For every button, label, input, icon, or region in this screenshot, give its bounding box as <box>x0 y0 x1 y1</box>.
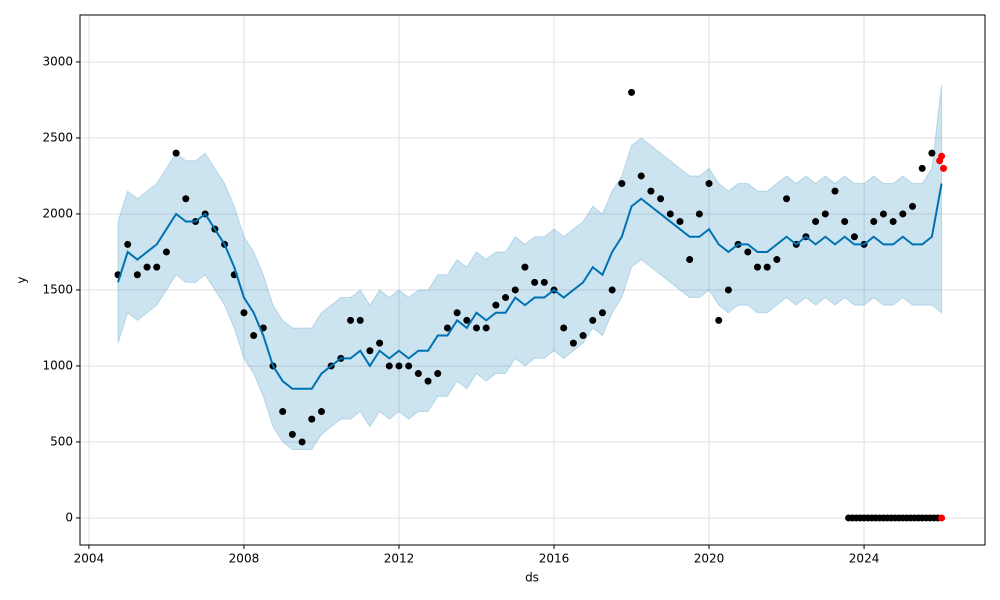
data-point <box>395 362 403 370</box>
x-tick-label: 2004 <box>74 552 105 566</box>
data-point <box>482 324 490 332</box>
data-point <box>889 218 897 226</box>
x-tick-label: 2008 <box>229 552 260 566</box>
data-point <box>870 218 878 226</box>
data-point <box>598 309 606 317</box>
data-point <box>405 362 413 370</box>
data-point <box>172 149 180 157</box>
data-point <box>453 309 461 317</box>
y-tick-label: 3000 <box>42 54 73 68</box>
data-point <box>511 286 519 294</box>
data-point <box>308 415 316 423</box>
data-point <box>472 324 480 332</box>
data-point <box>385 362 393 370</box>
x-axis-label: ds <box>525 571 539 585</box>
data-point <box>143 263 151 271</box>
data-point <box>938 152 946 160</box>
data-point <box>783 195 791 203</box>
data-point <box>317 408 325 416</box>
data-point <box>250 332 258 340</box>
data-point <box>288 430 296 438</box>
data-point <box>424 377 432 385</box>
y-tick-label: 0 <box>65 510 73 524</box>
y-tick-label: 1500 <box>42 282 73 296</box>
data-point <box>763 263 771 271</box>
data-point <box>279 408 287 416</box>
data-point <box>705 180 713 188</box>
data-point <box>831 187 839 195</box>
y-tick-label: 2000 <box>42 206 73 220</box>
data-point <box>540 278 548 286</box>
plot-area <box>80 15 985 545</box>
data-point <box>502 294 510 302</box>
data-point <box>579 332 587 340</box>
x-tick-label: 2016 <box>539 552 570 566</box>
data-point <box>124 240 132 248</box>
data-point <box>715 316 723 324</box>
data-point <box>628 88 636 96</box>
data-point <box>443 324 451 332</box>
data-point <box>366 347 374 355</box>
y-tick-label: 2500 <box>42 130 73 144</box>
data-point <box>724 286 732 294</box>
data-point <box>434 370 442 378</box>
data-point <box>356 316 364 324</box>
data-point <box>909 202 917 210</box>
data-point <box>182 195 190 203</box>
data-point <box>657 195 665 203</box>
data-point <box>812 218 820 226</box>
data-point <box>676 218 684 226</box>
data-point <box>686 256 694 264</box>
data-point <box>589 316 597 324</box>
data-point <box>899 210 907 218</box>
data-point <box>414 370 422 378</box>
data-point <box>879 210 887 218</box>
x-tick-label: 2020 <box>694 552 725 566</box>
data-point <box>647 187 655 195</box>
data-point <box>666 210 674 218</box>
data-point <box>940 164 948 172</box>
data-point <box>744 248 752 256</box>
data-point <box>938 514 946 522</box>
data-point <box>753 263 761 271</box>
data-point <box>850 233 858 241</box>
y-axis-label: y <box>15 276 29 283</box>
data-point <box>560 324 568 332</box>
y-tick-label: 500 <box>50 434 73 448</box>
data-point <box>618 180 626 188</box>
x-tick-label: 2012 <box>384 552 415 566</box>
uncertainty-band <box>117 84 943 451</box>
forecast-line <box>117 183 943 390</box>
data-point <box>240 309 248 317</box>
data-point <box>347 316 355 324</box>
data-point <box>531 278 539 286</box>
data-point <box>162 248 170 256</box>
data-point <box>492 301 500 309</box>
axes-frame <box>79 14 986 546</box>
data-point <box>773 256 781 264</box>
data-point <box>298 438 306 446</box>
data-point <box>521 263 529 271</box>
x-tick-label: 2024 <box>849 552 880 566</box>
y-tick-label: 1000 <box>42 358 73 372</box>
data-point <box>695 210 703 218</box>
data-point <box>153 263 161 271</box>
data-point <box>608 286 616 294</box>
data-point <box>841 218 849 226</box>
data-point <box>928 149 936 157</box>
data-point <box>463 316 471 324</box>
data-point <box>376 339 384 347</box>
data-point <box>918 164 926 172</box>
data-point <box>821 210 829 218</box>
data-point <box>133 271 141 279</box>
data-point <box>637 172 645 180</box>
data-point <box>569 339 577 347</box>
